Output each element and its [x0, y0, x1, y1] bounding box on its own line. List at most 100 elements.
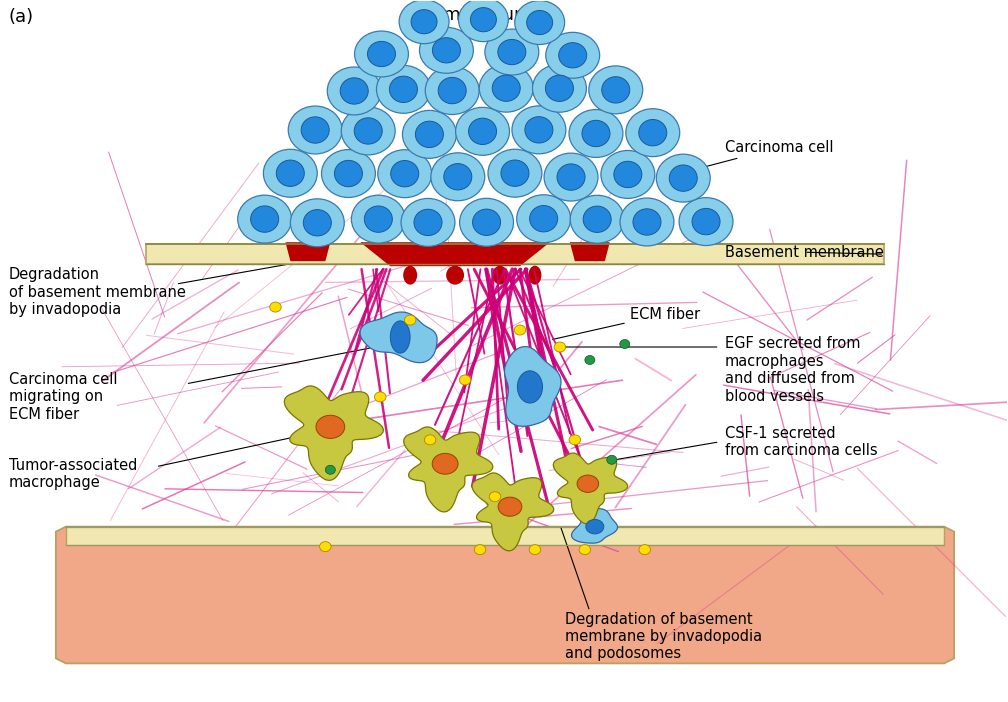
Ellipse shape	[614, 161, 642, 187]
Ellipse shape	[585, 355, 595, 364]
Ellipse shape	[620, 340, 630, 348]
Ellipse shape	[589, 66, 643, 114]
Ellipse shape	[403, 265, 417, 284]
Ellipse shape	[355, 31, 408, 77]
Ellipse shape	[473, 209, 501, 235]
Ellipse shape	[432, 453, 458, 474]
Ellipse shape	[498, 497, 522, 516]
Ellipse shape	[692, 208, 720, 234]
Ellipse shape	[352, 195, 405, 243]
Polygon shape	[403, 427, 493, 512]
Ellipse shape	[584, 206, 611, 232]
Text: Primary tumor: Primary tumor	[420, 6, 550, 24]
Text: Carcinoma cell: Carcinoma cell	[667, 140, 833, 177]
Text: EGF secreted from
macrophages
and diffused from
blood vessels: EGF secreted from macrophages and diffus…	[725, 336, 860, 404]
Ellipse shape	[375, 392, 386, 402]
Ellipse shape	[493, 265, 507, 284]
Ellipse shape	[342, 107, 395, 155]
Ellipse shape	[475, 545, 486, 555]
Polygon shape	[360, 242, 550, 266]
Ellipse shape	[301, 117, 330, 143]
Text: CSF-1 secreted
from carcinoma cells: CSF-1 secreted from carcinoma cells	[725, 425, 877, 458]
Ellipse shape	[290, 199, 345, 246]
Ellipse shape	[251, 206, 278, 232]
Ellipse shape	[447, 265, 464, 284]
Ellipse shape	[570, 435, 581, 445]
Ellipse shape	[679, 198, 733, 246]
Ellipse shape	[456, 107, 509, 155]
Polygon shape	[570, 242, 610, 261]
Ellipse shape	[529, 545, 540, 555]
Ellipse shape	[498, 39, 526, 65]
Ellipse shape	[554, 342, 565, 352]
Ellipse shape	[390, 321, 410, 353]
Ellipse shape	[376, 65, 430, 113]
Ellipse shape	[570, 110, 623, 157]
Ellipse shape	[582, 120, 610, 147]
Polygon shape	[360, 312, 437, 363]
Ellipse shape	[656, 154, 711, 202]
Ellipse shape	[485, 29, 539, 75]
Ellipse shape	[479, 64, 533, 112]
Polygon shape	[553, 453, 628, 524]
Ellipse shape	[577, 475, 599, 492]
Ellipse shape	[512, 106, 565, 154]
Ellipse shape	[639, 545, 650, 555]
Ellipse shape	[639, 119, 666, 146]
Ellipse shape	[288, 106, 342, 154]
Ellipse shape	[602, 77, 630, 103]
Polygon shape	[572, 509, 618, 543]
Ellipse shape	[401, 199, 455, 246]
Ellipse shape	[354, 118, 382, 144]
Ellipse shape	[620, 198, 674, 246]
Ellipse shape	[669, 165, 698, 192]
Ellipse shape	[326, 465, 336, 475]
Ellipse shape	[532, 65, 587, 112]
Polygon shape	[55, 526, 955, 663]
Ellipse shape	[399, 0, 449, 44]
Ellipse shape	[601, 150, 655, 199]
Ellipse shape	[402, 110, 457, 159]
Polygon shape	[504, 347, 561, 426]
Polygon shape	[146, 244, 884, 264]
Ellipse shape	[492, 75, 520, 101]
Ellipse shape	[488, 150, 542, 197]
Ellipse shape	[316, 416, 345, 439]
Ellipse shape	[378, 150, 431, 198]
Ellipse shape	[415, 121, 444, 147]
Ellipse shape	[558, 43, 587, 68]
Polygon shape	[472, 473, 553, 551]
Ellipse shape	[517, 371, 542, 403]
Ellipse shape	[545, 32, 600, 78]
Ellipse shape	[320, 542, 331, 552]
Ellipse shape	[557, 164, 585, 190]
Ellipse shape	[419, 27, 474, 73]
Ellipse shape	[525, 117, 553, 143]
Ellipse shape	[515, 1, 564, 44]
Ellipse shape	[460, 199, 513, 246]
Ellipse shape	[438, 77, 467, 104]
Ellipse shape	[238, 195, 291, 243]
Ellipse shape	[527, 11, 552, 34]
Text: Degradation of basement
membrane by invadopodia
and podosomes: Degradation of basement membrane by inva…	[564, 611, 762, 661]
Ellipse shape	[414, 209, 443, 236]
Ellipse shape	[471, 8, 496, 32]
Ellipse shape	[517, 194, 571, 243]
Ellipse shape	[571, 195, 624, 243]
Ellipse shape	[263, 150, 318, 197]
Ellipse shape	[276, 160, 304, 187]
Ellipse shape	[270, 302, 281, 312]
Polygon shape	[285, 242, 331, 261]
Ellipse shape	[545, 75, 574, 102]
Ellipse shape	[432, 38, 461, 63]
Text: Degradation
of basement membrane
by invadopodia: Degradation of basement membrane by inva…	[9, 267, 185, 317]
Ellipse shape	[430, 153, 485, 201]
Ellipse shape	[335, 160, 363, 187]
Ellipse shape	[424, 435, 435, 445]
Text: (a): (a)	[9, 8, 34, 26]
Text: Tumor-associated
macrophage: Tumor-associated macrophage	[9, 458, 137, 490]
Ellipse shape	[489, 491, 501, 502]
Ellipse shape	[529, 206, 557, 232]
Ellipse shape	[391, 161, 418, 187]
Ellipse shape	[528, 265, 541, 284]
